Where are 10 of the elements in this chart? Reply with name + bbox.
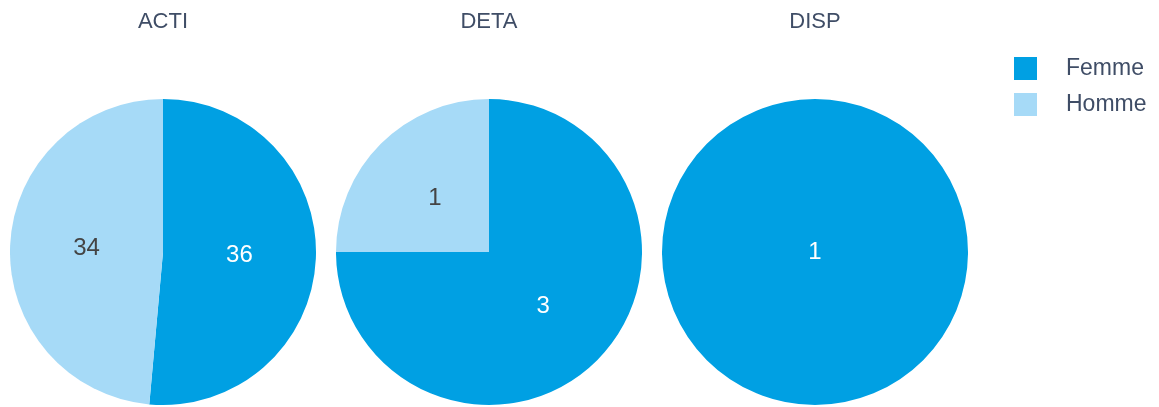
legend-label: Homme <box>1066 90 1147 117</box>
data-label: 1 <box>808 236 822 264</box>
chart-title: ACTI <box>137 8 189 34</box>
chart-title: DISP <box>789 8 841 34</box>
data-label: 1 <box>428 182 442 210</box>
data-label: 36 <box>226 240 253 268</box>
legend-label: Femme <box>1066 54 1144 81</box>
chart-title: DETA <box>460 8 518 34</box>
data-label: 3 <box>536 290 550 318</box>
data-label: 34 <box>73 233 100 261</box>
